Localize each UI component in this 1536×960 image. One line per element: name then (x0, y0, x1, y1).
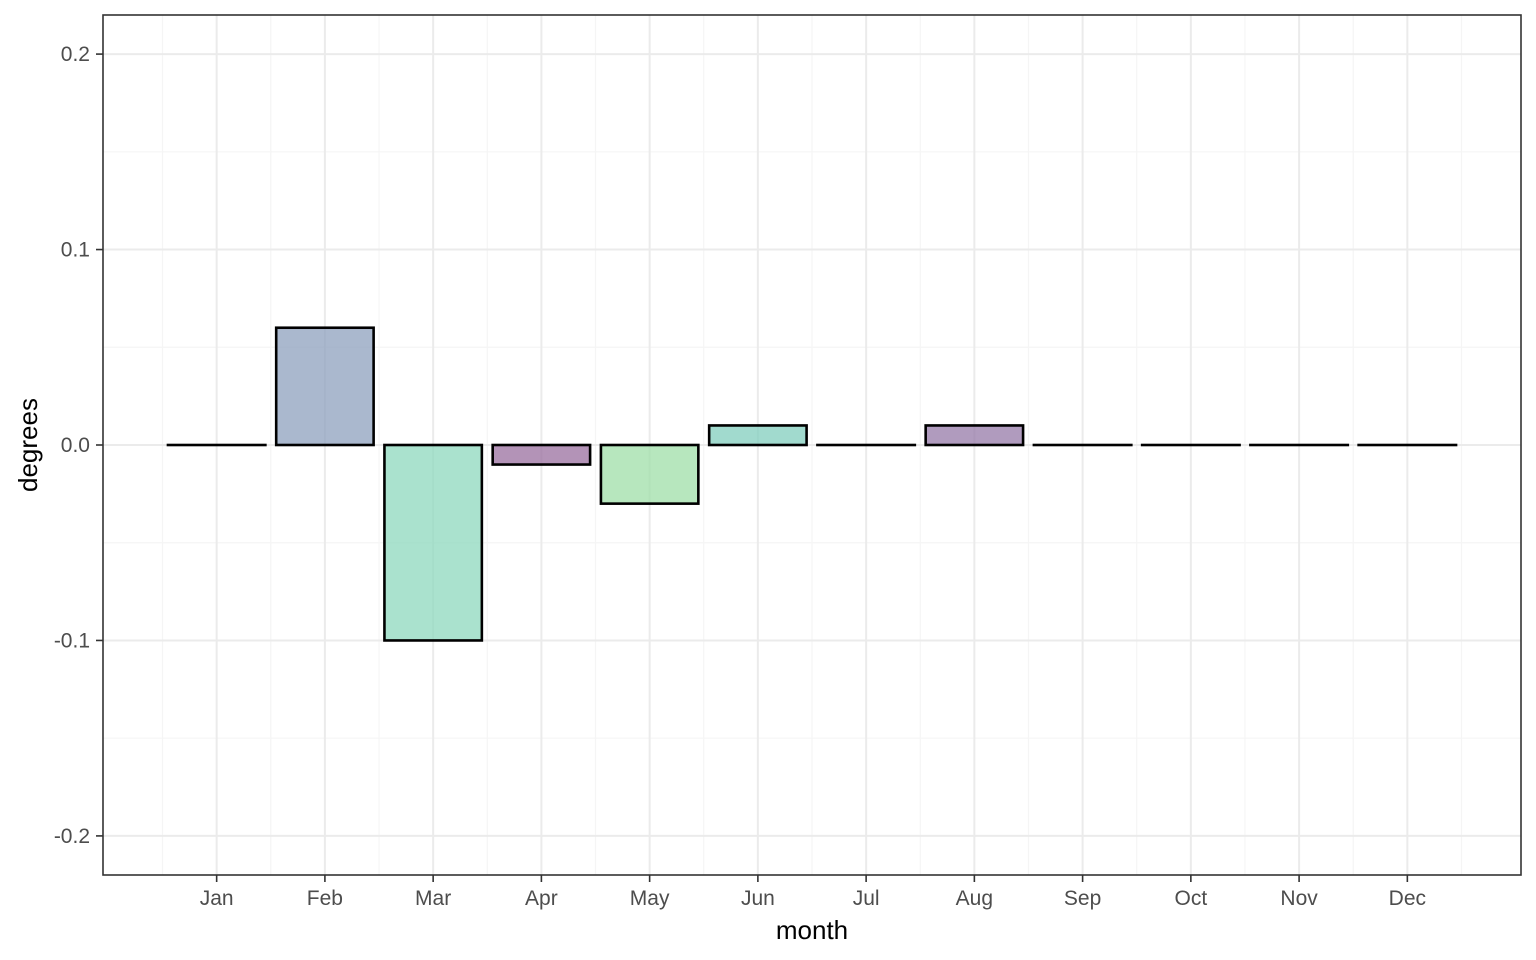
y-axis-title: degrees (13, 398, 43, 492)
x-tick-label-feb: Feb (307, 887, 343, 910)
x-tick-label-nov: Nov (1280, 887, 1318, 910)
x-tick-label-jan: Jan (200, 887, 234, 910)
x-tick-label-apr: Apr (525, 887, 558, 910)
bar-jun (707, 424, 808, 447)
bar-feb (274, 326, 375, 447)
x-axis-title: month (776, 915, 848, 945)
x-tick-label-may: May (630, 887, 670, 910)
bar-aug (924, 424, 1025, 447)
x-axis: Jan Feb Mar Apr May Jun Jul Aug Sep Oct Nov Dec (200, 875, 1426, 910)
bar-mar (383, 443, 484, 642)
bar-apr (491, 443, 592, 466)
x-tick-label-jul: Jul (853, 887, 880, 910)
y-tick-label: -0.1 (54, 629, 90, 652)
y-axis: -0.2 -0.1 0.0 0.1 0.2 (54, 43, 103, 848)
x-tick-label-jun: Jun (741, 887, 775, 910)
x-tick-label-sep: Sep (1064, 887, 1101, 910)
y-tick-label: 0.0 (61, 434, 90, 457)
x-tick-label-oct: Oct (1175, 887, 1208, 910)
y-tick-label: -0.2 (54, 825, 90, 848)
x-tick-label-aug: Aug (956, 887, 993, 910)
bar-may (599, 443, 700, 505)
x-tick-label-mar: Mar (415, 887, 451, 910)
y-tick-label: 0.1 (61, 239, 90, 262)
bars (166, 326, 1458, 642)
y-tick-label: 0.2 (61, 43, 90, 66)
x-tick-label-dec: Dec (1389, 887, 1426, 910)
